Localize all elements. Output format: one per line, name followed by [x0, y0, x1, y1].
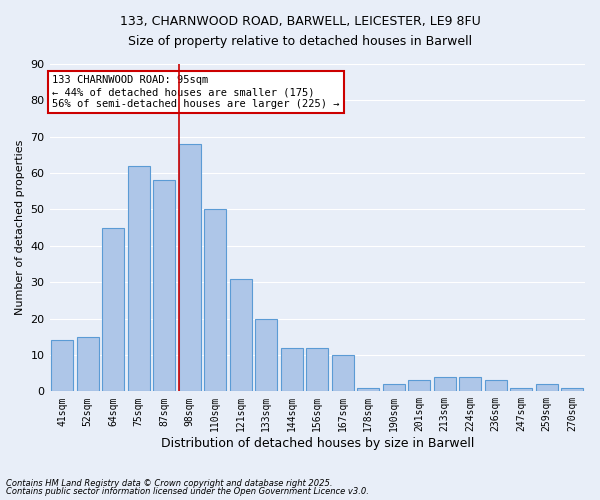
Text: Contains HM Land Registry data © Crown copyright and database right 2025.: Contains HM Land Registry data © Crown c…	[6, 478, 332, 488]
Bar	[128, 166, 149, 392]
Y-axis label: Number of detached properties: Number of detached properties	[15, 140, 25, 316]
Bar	[434, 377, 455, 392]
Bar	[307, 348, 328, 392]
Bar	[179, 144, 200, 392]
Text: 133, CHARNWOOD ROAD, BARWELL, LEICESTER, LE9 8FU: 133, CHARNWOOD ROAD, BARWELL, LEICESTER,…	[119, 15, 481, 28]
Bar	[103, 228, 124, 392]
Bar	[536, 384, 557, 392]
Bar	[332, 355, 353, 392]
Bar	[383, 384, 404, 392]
Bar	[358, 388, 379, 392]
Bar	[205, 210, 226, 392]
Bar	[511, 388, 532, 392]
Text: 133 CHARNWOOD ROAD: 95sqm
← 44% of detached houses are smaller (175)
56% of semi: 133 CHARNWOOD ROAD: 95sqm ← 44% of detac…	[52, 76, 340, 108]
Bar	[460, 377, 481, 392]
Bar	[281, 348, 302, 392]
Text: Contains public sector information licensed under the Open Government Licence v3: Contains public sector information licen…	[6, 487, 369, 496]
X-axis label: Distribution of detached houses by size in Barwell: Distribution of detached houses by size …	[161, 437, 474, 450]
Bar	[154, 180, 175, 392]
Bar	[409, 380, 430, 392]
Text: Size of property relative to detached houses in Barwell: Size of property relative to detached ho…	[128, 35, 472, 48]
Bar	[52, 340, 73, 392]
Bar	[77, 337, 98, 392]
Bar	[485, 380, 506, 392]
Bar	[256, 318, 277, 392]
Bar	[562, 388, 583, 392]
Bar	[230, 278, 251, 392]
